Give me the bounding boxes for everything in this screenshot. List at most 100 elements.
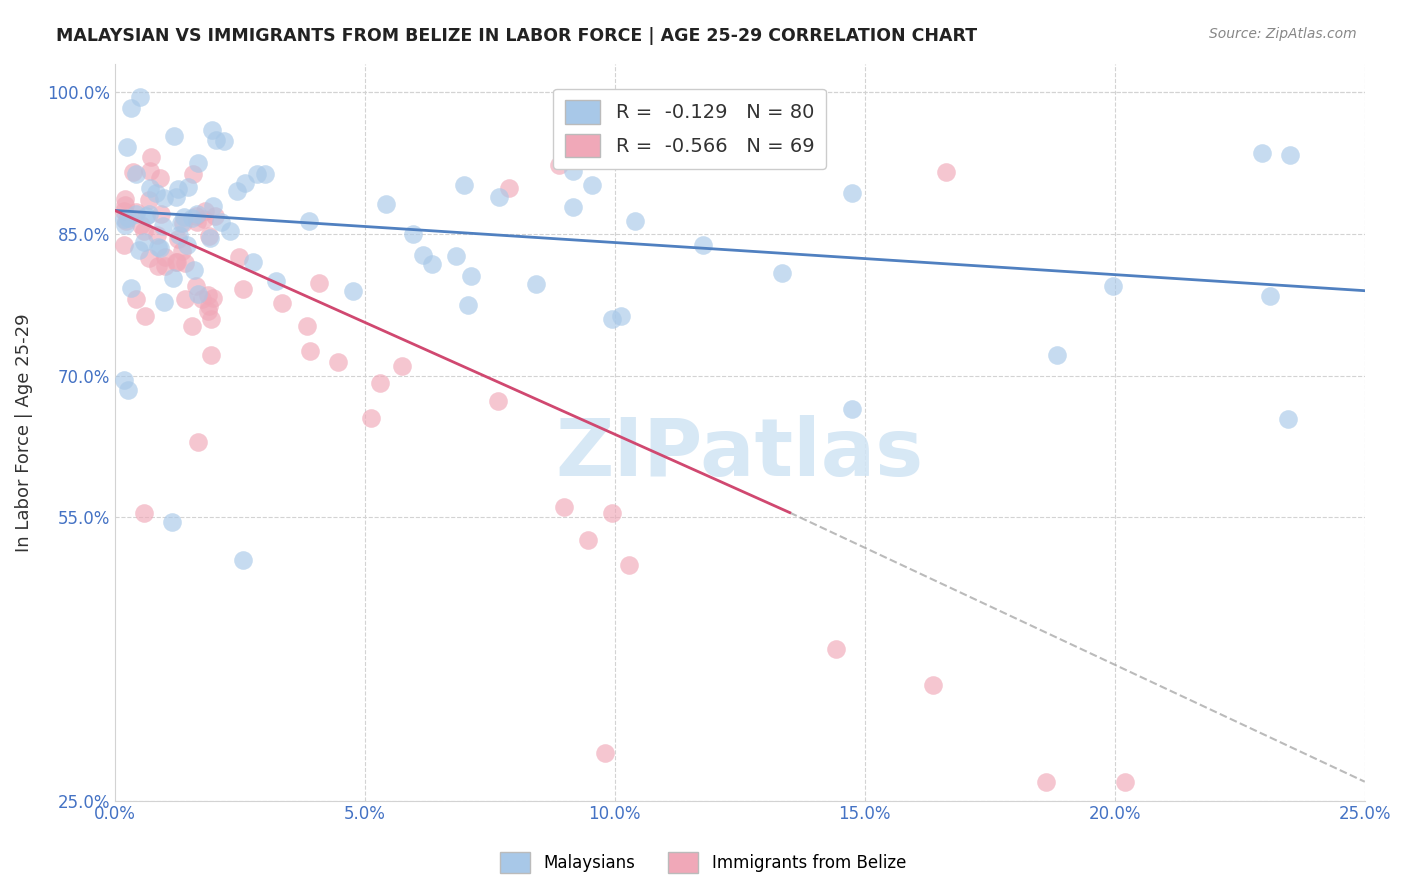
Point — [412, 248, 434, 262]
Text: ZIPatlas: ZIPatlas — [555, 416, 924, 493]
Point — [172, 216, 194, 230]
Point — [125, 167, 148, 181]
Point — [167, 228, 190, 243]
Point — [841, 401, 863, 416]
Point — [1114, 774, 1136, 789]
Point — [112, 204, 135, 219]
Point — [391, 359, 413, 373]
Point — [115, 213, 138, 227]
Point — [112, 212, 135, 227]
Point — [149, 207, 172, 221]
Point — [198, 299, 221, 313]
Point — [457, 298, 479, 312]
Point — [200, 312, 222, 326]
Point — [295, 318, 318, 333]
Point — [124, 206, 146, 220]
Point — [153, 295, 176, 310]
Point — [692, 237, 714, 252]
Point — [153, 250, 176, 264]
Point — [149, 241, 172, 255]
Point — [547, 158, 569, 172]
Point — [191, 292, 214, 306]
Point — [488, 190, 510, 204]
Point — [711, 149, 734, 163]
Point — [128, 243, 150, 257]
Point — [129, 90, 152, 104]
Point — [115, 140, 138, 154]
Point — [174, 292, 197, 306]
Point — [187, 155, 209, 169]
Point — [117, 383, 139, 397]
Text: MALAYSIAN VS IMMIGRANTS FROM BELIZE IN LABOR FORCE | AGE 25-29 CORRELATION CHART: MALAYSIAN VS IMMIGRANTS FROM BELIZE IN L… — [56, 27, 977, 45]
Point — [163, 129, 186, 144]
Point — [201, 122, 224, 136]
Point — [186, 214, 208, 228]
Point — [145, 186, 167, 200]
Point — [253, 168, 276, 182]
Point — [298, 343, 321, 358]
Point — [624, 214, 647, 228]
Point — [342, 284, 364, 298]
Point — [132, 235, 155, 249]
Point — [200, 348, 222, 362]
Point — [232, 282, 254, 296]
Point — [146, 227, 169, 242]
Point — [600, 311, 623, 326]
Point — [135, 209, 157, 223]
Point — [360, 411, 382, 425]
Legend: Malaysians, Immigrants from Belize: Malaysians, Immigrants from Belize — [494, 846, 912, 880]
Point — [581, 178, 603, 193]
Point — [593, 747, 616, 761]
Point — [132, 506, 155, 520]
Point — [225, 184, 247, 198]
Point — [328, 355, 350, 369]
Point — [176, 237, 198, 252]
Point — [120, 281, 142, 295]
Point — [166, 254, 188, 268]
Point — [181, 211, 204, 225]
Point — [308, 277, 330, 291]
Point — [922, 678, 945, 692]
Point — [121, 165, 143, 179]
Y-axis label: In Labor Force | Age 25-29: In Labor Force | Age 25-29 — [15, 313, 32, 551]
Point — [444, 249, 467, 263]
Point — [232, 553, 254, 567]
Legend: R =  -0.129   N = 80, R =  -0.566   N = 69: R = -0.129 N = 80, R = -0.566 N = 69 — [554, 88, 825, 169]
Point — [181, 318, 204, 333]
Point — [197, 229, 219, 244]
Point — [132, 224, 155, 238]
Point — [186, 209, 208, 223]
Point — [194, 203, 217, 218]
Point — [197, 288, 219, 302]
Point — [374, 197, 396, 211]
Point — [160, 515, 183, 529]
Point — [125, 292, 148, 306]
Point — [402, 227, 425, 242]
Point — [129, 218, 152, 232]
Point — [146, 259, 169, 273]
Point — [1035, 774, 1057, 789]
Point — [246, 167, 269, 181]
Point — [1258, 289, 1281, 303]
Point — [825, 641, 848, 656]
Point — [934, 165, 956, 179]
Point — [498, 180, 520, 194]
Point — [270, 296, 292, 310]
Point — [298, 214, 321, 228]
Point — [173, 256, 195, 270]
Point — [453, 178, 475, 193]
Point — [165, 190, 187, 204]
Point — [169, 215, 191, 229]
Point — [117, 211, 139, 226]
Point — [139, 180, 162, 194]
Point — [134, 310, 156, 324]
Point — [198, 231, 221, 245]
Point — [841, 186, 863, 200]
Point — [1277, 412, 1299, 426]
Point — [1251, 146, 1274, 161]
Point — [242, 255, 264, 269]
Point — [112, 373, 135, 387]
Point — [1279, 148, 1302, 162]
Point — [167, 232, 190, 246]
Point — [153, 259, 176, 273]
